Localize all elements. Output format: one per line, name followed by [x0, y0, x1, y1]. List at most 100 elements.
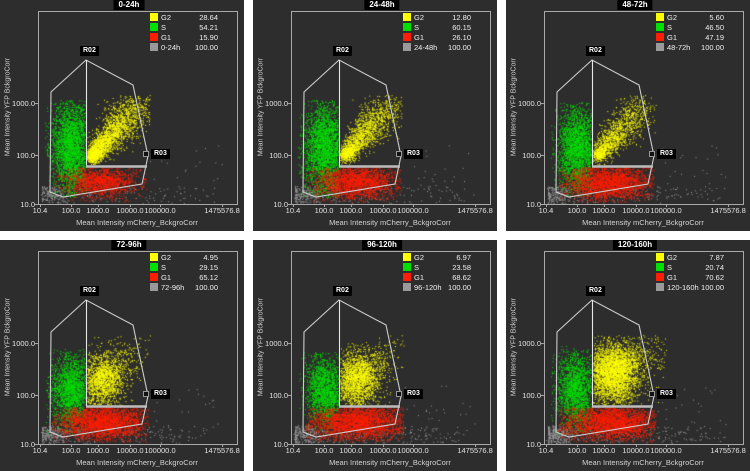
x-tick-label: 100000.0 — [650, 446, 682, 455]
x-tick-label: 100.0 — [567, 206, 587, 215]
legend-row: S 20.74 — [656, 262, 724, 272]
legend-series-label: G2 — [161, 252, 172, 262]
legend-series-value: 54.21 — [199, 22, 218, 32]
x-tick-label: 1000.0 — [339, 206, 363, 215]
legend-row: 120-160h 100.00 — [656, 282, 724, 292]
x-tick-label: 1000.0 — [86, 206, 110, 215]
scatter-canvas — [0, 240, 244, 471]
y-tick-label: 100.0 — [16, 390, 35, 400]
legend-series-label: G2 — [414, 252, 425, 262]
plot-title: 96-120h — [362, 240, 402, 250]
legend-series-label: G1 — [667, 272, 678, 282]
legend-color-swatch — [150, 43, 158, 51]
legend-series-label: 24-48h — [414, 42, 438, 52]
legend-row: 24-48h 100.00 — [403, 42, 471, 52]
legend-series-value: 4.95 — [203, 252, 218, 262]
legend-row: G1 70.62 — [656, 272, 724, 282]
legend-row: 72-96h 100.00 — [150, 282, 218, 292]
legend-color-swatch — [150, 13, 158, 21]
x-axis-label: Mean Intensity mCherry_BckgroCorr — [76, 458, 198, 467]
x-tick-label: 1475576.8 — [204, 446, 240, 455]
gate-label-r02: R02 — [586, 46, 605, 56]
scatter-canvas — [253, 240, 497, 471]
y-tick-label: 100.0 — [269, 150, 288, 160]
legend-color-swatch — [150, 273, 158, 281]
x-tick-label: 1475576.8 — [710, 206, 746, 215]
gate-label-r03: R03 — [404, 149, 423, 159]
legend-row: G2 4.95 — [150, 252, 218, 262]
x-tick-label: 10.4 — [32, 446, 48, 455]
legend-series-value: 68.62 — [452, 272, 471, 282]
x-tick-label: 10000.0 — [116, 206, 144, 215]
x-tick-label: 1000.0 — [86, 446, 110, 455]
x-tick-label: 1475576.8 — [710, 446, 746, 455]
scatter-canvas — [253, 0, 497, 231]
legend-series-value: 100.00 — [701, 42, 724, 52]
x-tick-label: 1475576.8 — [204, 206, 240, 215]
legend-series-label: S — [161, 22, 167, 32]
legend-color-swatch — [656, 283, 664, 291]
legend-series-label: 96-120h — [414, 282, 442, 292]
x-tick-label: 1475576.8 — [457, 206, 493, 215]
y-tick-label: 1000.0 — [265, 339, 288, 349]
x-tick-label: 100000.0 — [397, 206, 429, 215]
legend-series-value: 100.00 — [448, 42, 471, 52]
plot-panel: 72-96h Mean Intensity YFP BckgroCorr Mea… — [0, 240, 244, 471]
legend-row: S 23.58 — [403, 262, 471, 272]
scatter-canvas — [506, 240, 750, 471]
legend-color-swatch — [403, 13, 411, 21]
legend-color-swatch — [403, 273, 411, 281]
x-tick-label: 10000.0 — [369, 446, 397, 455]
legend-color-swatch — [403, 263, 411, 271]
legend-row: G2 5.60 — [656, 12, 724, 22]
x-tick-label: 100.0 — [61, 446, 81, 455]
legend: G2 4.95 S 29.15 G1 65.12 72-96h 100.00 — [150, 252, 218, 292]
legend-color-swatch — [656, 13, 664, 21]
plot-title: 48-72h — [617, 0, 653, 10]
legend-color-swatch — [150, 23, 158, 31]
x-tick-label: 10.4 — [538, 446, 554, 455]
legend-row: S 46.50 — [656, 22, 724, 32]
legend-series-label: G1 — [667, 32, 678, 42]
legend-series-value: 100.00 — [701, 282, 724, 292]
gate-label-r03: R03 — [151, 389, 170, 399]
gate-label-r03: R03 — [657, 149, 676, 159]
x-tick-label: 10000.0 — [622, 206, 650, 215]
y-tick-label: 100.0 — [522, 390, 541, 400]
gate-overlay-svg — [541, 251, 744, 447]
gate-label-r02: R02 — [333, 46, 352, 56]
y-tick-label: 10.0 — [20, 200, 35, 209]
legend-series-value: 23.58 — [452, 262, 471, 272]
x-axis-label: Mean Intensity mCherry_BckgroCorr — [76, 218, 198, 227]
plot-title: 24-48h — [364, 0, 400, 10]
x-tick-label: 1000.0 — [592, 206, 616, 215]
legend-color-swatch — [403, 253, 411, 261]
x-tick-label: 100.0 — [567, 446, 587, 455]
legend-row: G1 15.90 — [150, 32, 218, 42]
legend-row: 0-24h 100.00 — [150, 42, 218, 52]
gate-overlay-svg — [288, 11, 491, 207]
y-tick-label: 10.0 — [273, 200, 288, 209]
gate-label-r02: R02 — [80, 286, 99, 296]
legend-color-swatch — [150, 283, 158, 291]
legend-series-label: 72-96h — [161, 282, 185, 292]
x-tick-label: 10.4 — [285, 446, 301, 455]
gate-label-r03: R03 — [404, 389, 423, 399]
y-tick-label: 10.0 — [526, 200, 541, 209]
legend-row: 48-72h 100.00 — [656, 42, 724, 52]
legend-row: S 29.15 — [150, 262, 218, 272]
legend-series-label: S — [414, 262, 420, 272]
legend-color-swatch — [403, 23, 411, 31]
gate-overlay-svg — [35, 11, 238, 207]
legend-series-value: 7.87 — [709, 252, 724, 262]
y-tick-label: 1000.0 — [265, 99, 288, 109]
gate-overlay-svg — [35, 251, 238, 447]
x-tick-label: 100000.0 — [650, 206, 682, 215]
x-axis-label: Mean Intensity mCherry_BckgroCorr — [329, 218, 451, 227]
legend-series-value: 46.50 — [705, 22, 724, 32]
legend-color-swatch — [656, 23, 664, 31]
x-tick-label: 100000.0 — [397, 446, 429, 455]
y-tick-label: 1000.0 — [12, 339, 35, 349]
y-tick-label: 1000.0 — [12, 99, 35, 109]
